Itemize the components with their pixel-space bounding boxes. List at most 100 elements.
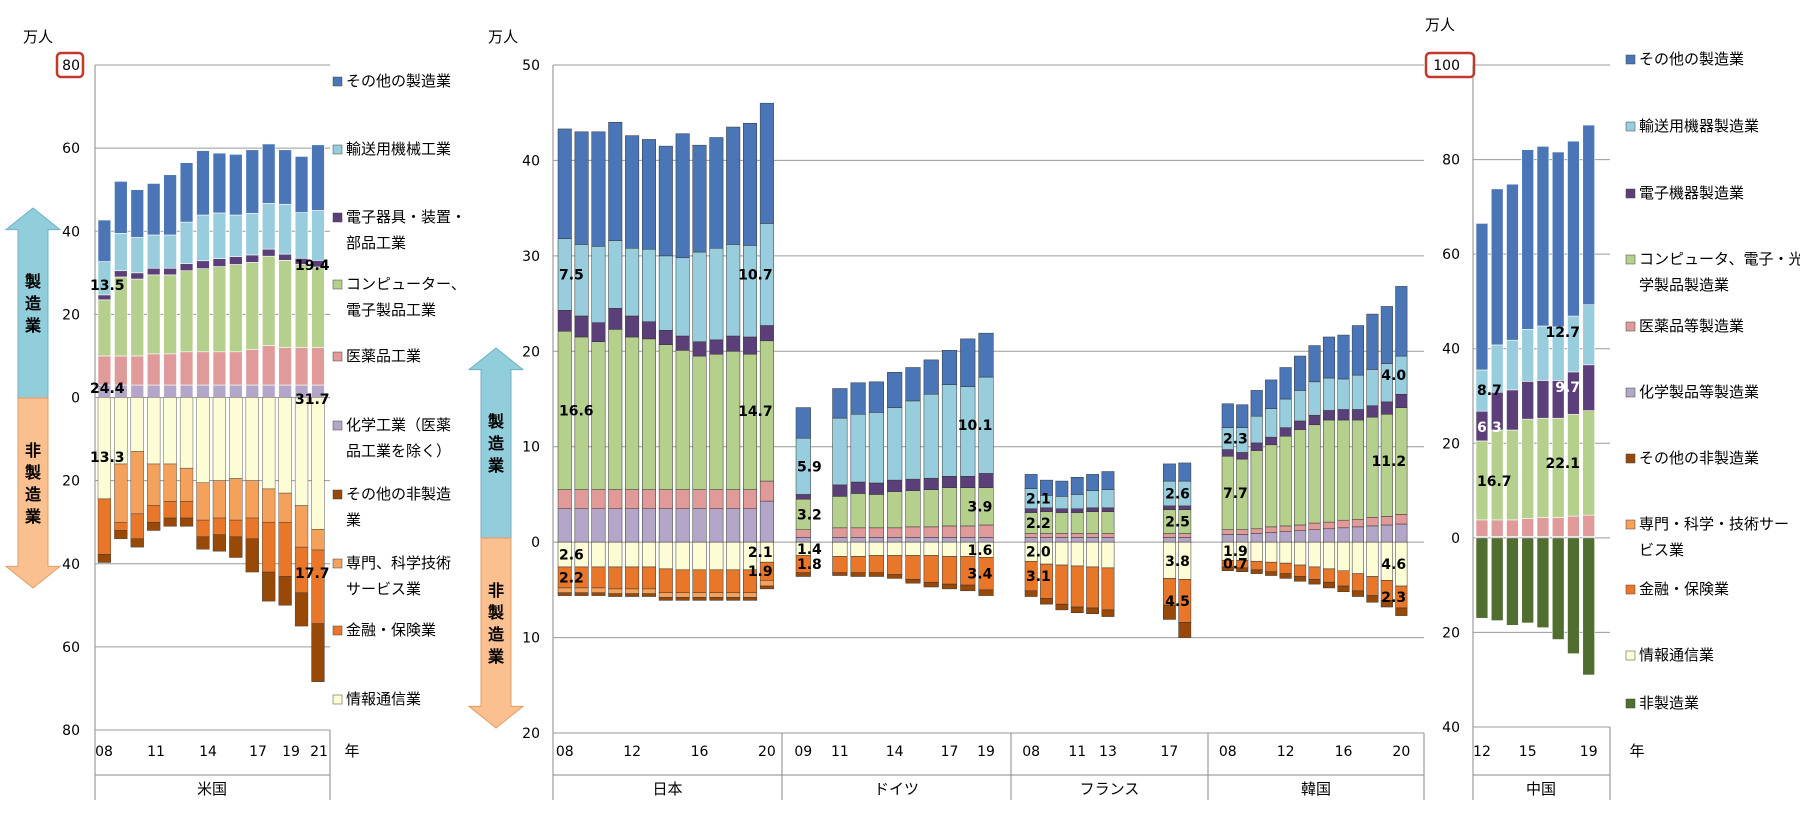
bar [1506,183,1519,341]
bar [608,329,623,490]
bar [1351,590,1364,597]
bar [868,527,884,538]
bar [1582,124,1595,306]
legend-label: その他の製造業 [1639,50,1744,68]
bar [641,338,656,490]
group-label: ドイツ [874,780,919,798]
bar [1536,537,1550,628]
x-tick-label: 14 [886,744,904,760]
bar [1265,444,1278,528]
bar [179,397,194,469]
bar [229,519,243,537]
bar [196,519,210,537]
bar [608,588,623,594]
bar [1395,523,1408,543]
bar [850,572,866,577]
bar [1086,537,1099,543]
bar [887,479,903,492]
bar [278,347,292,386]
bar [941,583,958,590]
bar [692,597,707,601]
bar [114,463,128,523]
bar [196,397,210,483]
bar [905,490,921,528]
bar [923,555,939,583]
bar [1040,479,1053,496]
bar [591,587,606,593]
y-tick-label: 40 [62,557,80,573]
bar [163,501,177,519]
bar [1221,529,1234,535]
data-label: 6.3 [1477,420,1502,436]
bar [641,593,656,597]
bar [726,126,741,245]
bar [675,541,690,571]
bar [1265,408,1278,438]
y-tick-label: 60 [62,141,80,157]
bar [692,341,707,357]
bar [1101,567,1115,611]
data-label: 3.9 [968,499,993,515]
bar [212,480,227,519]
bar [960,525,976,538]
bar [1337,519,1350,529]
bar [1250,450,1263,530]
x-tick-label: 20 [758,744,776,760]
bar [868,381,884,413]
y-tick-label: 10 [522,631,540,647]
bar [147,397,161,465]
bar [1366,369,1379,406]
data-label: 10.7 [738,267,773,283]
data-label: 8.7 [1477,383,1502,399]
bar [278,203,292,255]
bar [1582,514,1595,537]
bar [212,534,227,552]
bar [229,384,243,398]
bar [591,592,606,596]
bar [1322,581,1336,589]
bar [278,576,292,606]
bar [1337,585,1350,593]
bar [229,256,243,265]
x-tick-label: 08 [1022,744,1040,760]
bar [130,384,144,398]
x-tick-label: 19 [282,744,300,760]
x-tick-label: 12 [623,744,641,760]
bar [1265,571,1278,576]
bar [1101,609,1115,617]
bar [692,144,707,253]
x-tick-label: 17 [1161,744,1179,760]
data-label: 2.1 [748,545,773,561]
bar [1337,378,1350,410]
bar [1055,508,1069,513]
non-manufacturing-label: 造 [488,625,505,644]
bar [591,566,606,589]
bar [1351,409,1364,421]
bar [1086,507,1099,512]
bar [245,254,259,263]
bar [868,494,884,529]
bar [261,248,276,257]
bar [97,294,112,301]
bar [795,407,811,439]
y-unit-label: 万人 [23,28,53,46]
bar [1279,435,1292,527]
bar [1265,532,1278,543]
bar [261,143,276,204]
data-label: 2.1 [1026,492,1051,508]
bar [625,588,640,594]
legend-swatch [1625,254,1636,265]
bar [1490,537,1504,621]
bar [1380,306,1393,364]
non-manufacturing-label: 製 [487,603,504,622]
bar [1221,403,1234,428]
x-unit-label: 年 [1629,742,1644,760]
bar [1506,519,1519,537]
bar [1380,516,1393,526]
bar [658,541,673,570]
non-manufacturing-label: 業 [24,507,42,526]
bar [978,524,994,538]
bar [1070,512,1084,534]
bar [1236,534,1249,543]
